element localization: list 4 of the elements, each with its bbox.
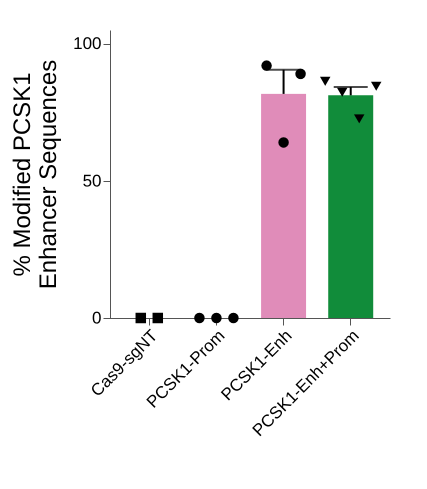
y-tick-label: 50: [82, 171, 102, 190]
y-tick-label: 100: [73, 34, 102, 54]
y-tick-label: 0: [92, 308, 102, 328]
y-axis-title: % Modified PCSK1 Enhancer Sequences: [9, 60, 62, 290]
